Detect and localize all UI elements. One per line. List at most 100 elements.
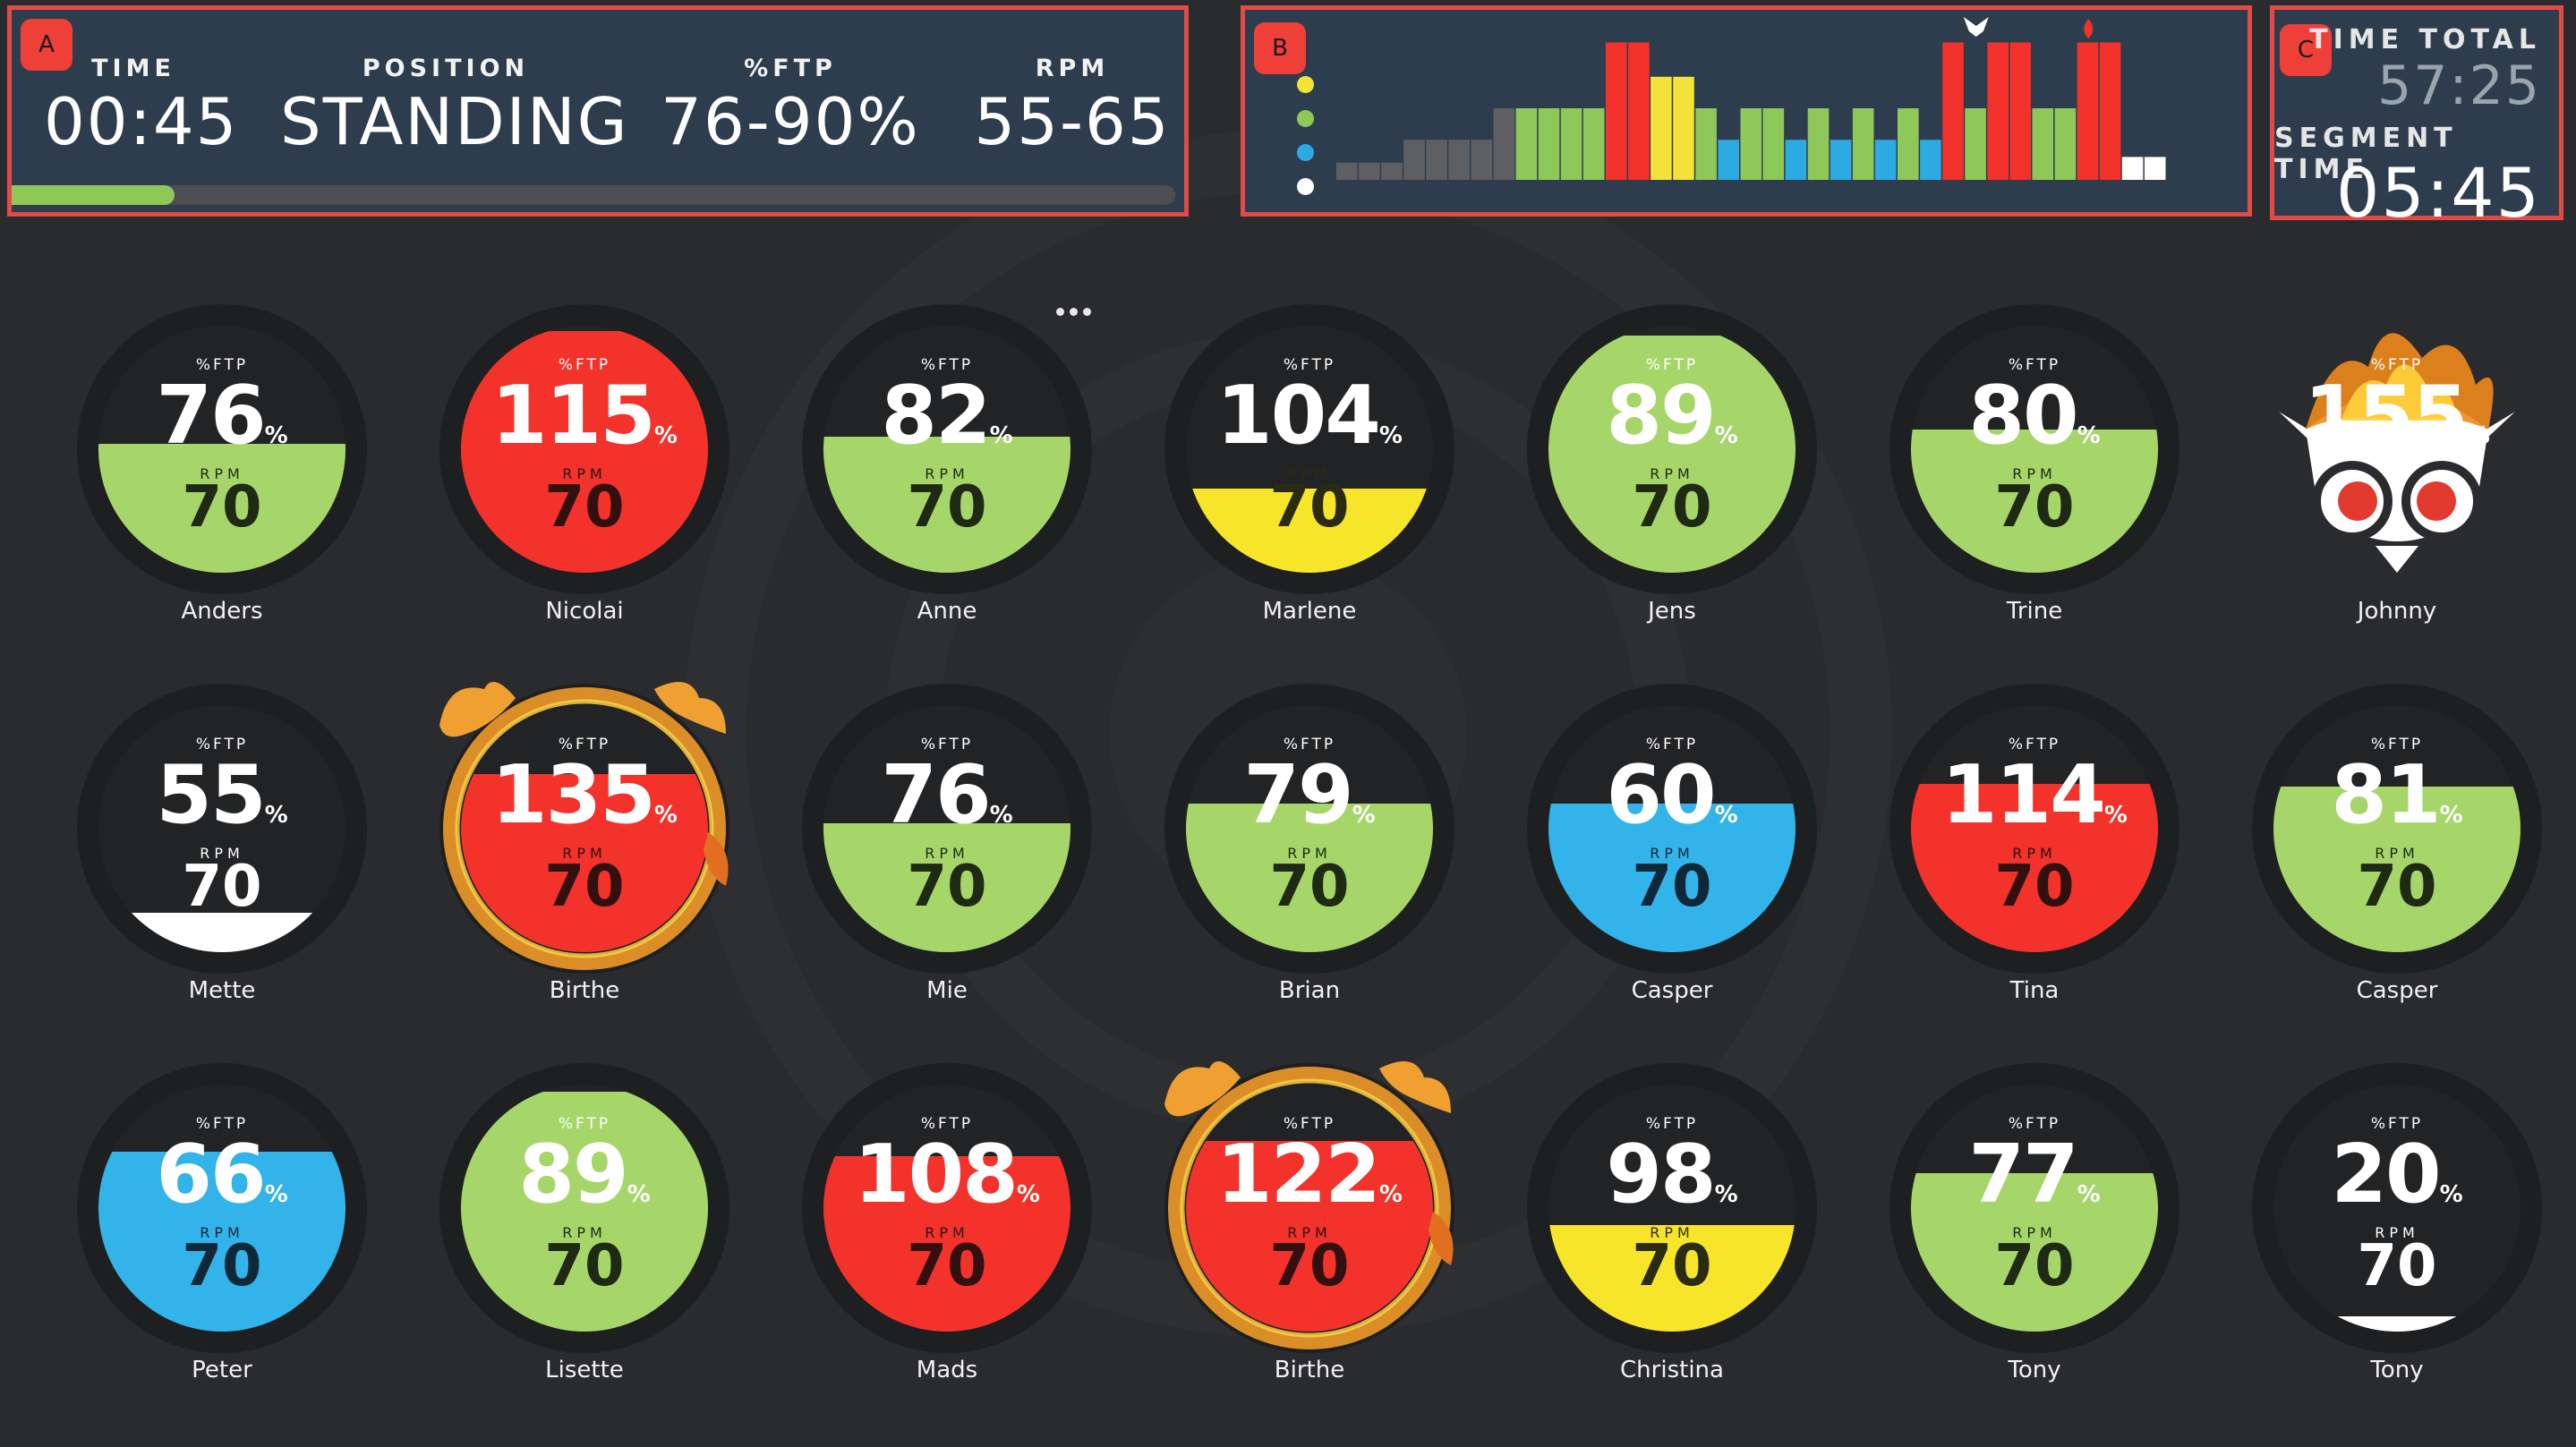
ftp-readout: 108% <box>802 1128 1092 1221</box>
ftp-value: 155 <box>2304 369 2469 463</box>
gauge-face <box>1548 705 1796 952</box>
effort-fill <box>1186 1141 1433 1332</box>
segment-bar <box>1987 42 2009 181</box>
dot-icon <box>1055 307 1064 316</box>
segment-bar <box>1651 76 1672 180</box>
rider-gauge[interactable]: %FTP 20% RPM 70 Tony <box>2252 1063 2542 1403</box>
workout-profile-panel: B <box>1241 5 2252 217</box>
segment-bar <box>1403 140 1425 180</box>
panel-badge-a: A <box>21 19 73 71</box>
rider-gauge[interactable]: %FTP 80% RPM 70 Trine <box>1889 304 2179 644</box>
ftp-label: %FTP <box>558 736 611 753</box>
rider-gauge[interactable]: %FTP 77% RPM 70 Tony <box>1889 1063 2179 1403</box>
ftp-unit: % <box>2077 1181 2101 1208</box>
gauge-face <box>2273 705 2521 952</box>
ftp-unit: % <box>627 1181 651 1208</box>
ftp-unit: % <box>2103 802 2128 829</box>
segment-bar <box>1852 108 1874 180</box>
more-options-button[interactable] <box>1051 294 1096 329</box>
rider-gauge[interactable]: %FTP 60% RPM 70 Casper <box>1527 684 1817 1024</box>
rider-gauge[interactable]: %FTP 76% RPM 70 Anders <box>77 304 367 644</box>
gauge-face <box>823 705 1070 952</box>
segment-bar <box>1898 108 1919 180</box>
rider-name: Marlene <box>1262 598 1357 625</box>
ftp-label: %FTP <box>1645 356 1699 374</box>
ftp-value: 66 <box>156 1128 266 1221</box>
ftp-label: %FTP <box>2370 736 2424 753</box>
segment-bar <box>1381 162 1403 180</box>
segment-bar <box>1695 108 1717 180</box>
ftp-readout: 60% <box>1527 748 1817 842</box>
rpm-label: RPM <box>925 845 969 862</box>
ftp-label: %FTP <box>558 356 611 374</box>
effort-fill <box>1548 804 1796 952</box>
position-value: STANDING <box>280 84 629 159</box>
gauge-face <box>823 1085 1070 1332</box>
rider-gauge[interactable]: %FTP 114% RPM 70 Tina <box>1889 684 2179 1024</box>
ftp-value: 81 <box>2331 748 2441 842</box>
segment-bar <box>1762 108 1785 180</box>
rpm-label: RPM <box>1650 465 1694 482</box>
ftp-readout: 89% <box>439 1128 729 1221</box>
segment-bar <box>1560 108 1582 180</box>
ftp-value: 80 <box>1968 369 2078 463</box>
zone-dot <box>1297 144 1314 161</box>
effort-fill <box>823 437 1070 573</box>
rider-gauge[interactable]: %FTP 98% RPM 70 Christina <box>1527 1063 1817 1403</box>
segment-time-value: 05:45 <box>2335 153 2541 233</box>
segment-time-label: SEGMENT TIME <box>2274 123 2458 185</box>
rider-gauge[interactable]: %FTP 82% RPM 70 Anne <box>802 304 1092 644</box>
rider-name: Christina <box>1620 1357 1724 1383</box>
segment-bar <box>1606 42 1627 181</box>
ftp-label: %FTP <box>1283 356 1336 374</box>
effort-fill <box>1548 336 1796 573</box>
rider-gauge[interactable]: %FTP 81% RPM 70 Casper <box>2252 684 2542 1024</box>
rider-gauge[interactable]: %FTP 55% RPM 70 Mette <box>77 684 367 1024</box>
ftp-value: 114 <box>1941 748 2106 842</box>
rider-gauge[interactable]: %FTP 79% RPM 70 Brian <box>1164 684 1454 1024</box>
ftp-value: 76 <box>156 369 266 463</box>
segment-bar <box>1673 76 1694 180</box>
ftp-unit: % <box>2439 1181 2463 1208</box>
ftp-label: %FTP <box>920 736 974 753</box>
effort-fill <box>1911 784 2158 952</box>
rider-gauge[interactable]: %FTP 155% Johnny <box>2252 304 2542 644</box>
rider-gauge[interactable]: %FTP 76% RPM 70 Mie <box>802 684 1092 1024</box>
segment-bar <box>1920 140 1941 180</box>
segment-bar <box>1874 140 1897 180</box>
rpm-label: RPM <box>562 1224 607 1241</box>
rider-gauge[interactable]: %FTP 135% RPM 70 Birthe <box>439 682 729 1024</box>
ftp-label: %FTP <box>195 356 249 374</box>
ftp-readout: 76% <box>77 369 367 463</box>
rider-name: Brian <box>1278 977 1341 1004</box>
rider-gauge[interactable]: %FTP 89% RPM 70 Lisette <box>439 1063 729 1403</box>
zone-legend <box>1297 76 1314 212</box>
gauge-face <box>1548 326 1796 573</box>
ftp-unit: % <box>989 802 1013 829</box>
rpm-label: RPM <box>1287 845 1332 862</box>
ftp-value: 79 <box>1243 748 1353 842</box>
ftp-value: 60 <box>1606 748 1716 842</box>
ftp-label: %FTP <box>2008 1115 2061 1133</box>
rider-gauge[interactable]: %FTP 108% RPM 70 Mads <box>802 1063 1092 1403</box>
rider-gauge[interactable]: %FTP 89% RPM 70 Jens <box>1527 304 1817 644</box>
owl-avatar-icon <box>2279 333 2515 573</box>
rider-gauge[interactable]: %FTP 122% RPM 70 Birthe <box>1164 1061 1454 1403</box>
rider-name: Trine <box>2006 598 2063 625</box>
ftp-value: 115 <box>491 369 656 463</box>
rpm-value: 70 <box>182 854 262 920</box>
ftp-value: 122 <box>1216 1128 1381 1221</box>
ftp-unit: % <box>264 802 288 829</box>
ftp-readout: 98% <box>1527 1128 1817 1221</box>
rider-gauge[interactable]: %FTP 66% RPM 70 Peter <box>77 1063 367 1403</box>
rider-gauge[interactable]: %FTP 104% RPM 70 Marlene <box>1164 304 1454 644</box>
ftp-label: %FTP <box>2008 356 2061 374</box>
rider-gauge[interactable]: %FTP 115% RPM 70 Nicolai <box>439 304 729 644</box>
ftp-unit: % <box>2466 422 2490 449</box>
rpm-label: RPM <box>2012 465 2057 482</box>
rpm-label: RPM <box>200 845 244 862</box>
rpm-value: 70 <box>544 854 625 920</box>
ftp-value: 89 <box>518 1128 628 1221</box>
rpm-value: 70 <box>1632 854 1712 920</box>
rider-name: Anne <box>917 598 977 625</box>
